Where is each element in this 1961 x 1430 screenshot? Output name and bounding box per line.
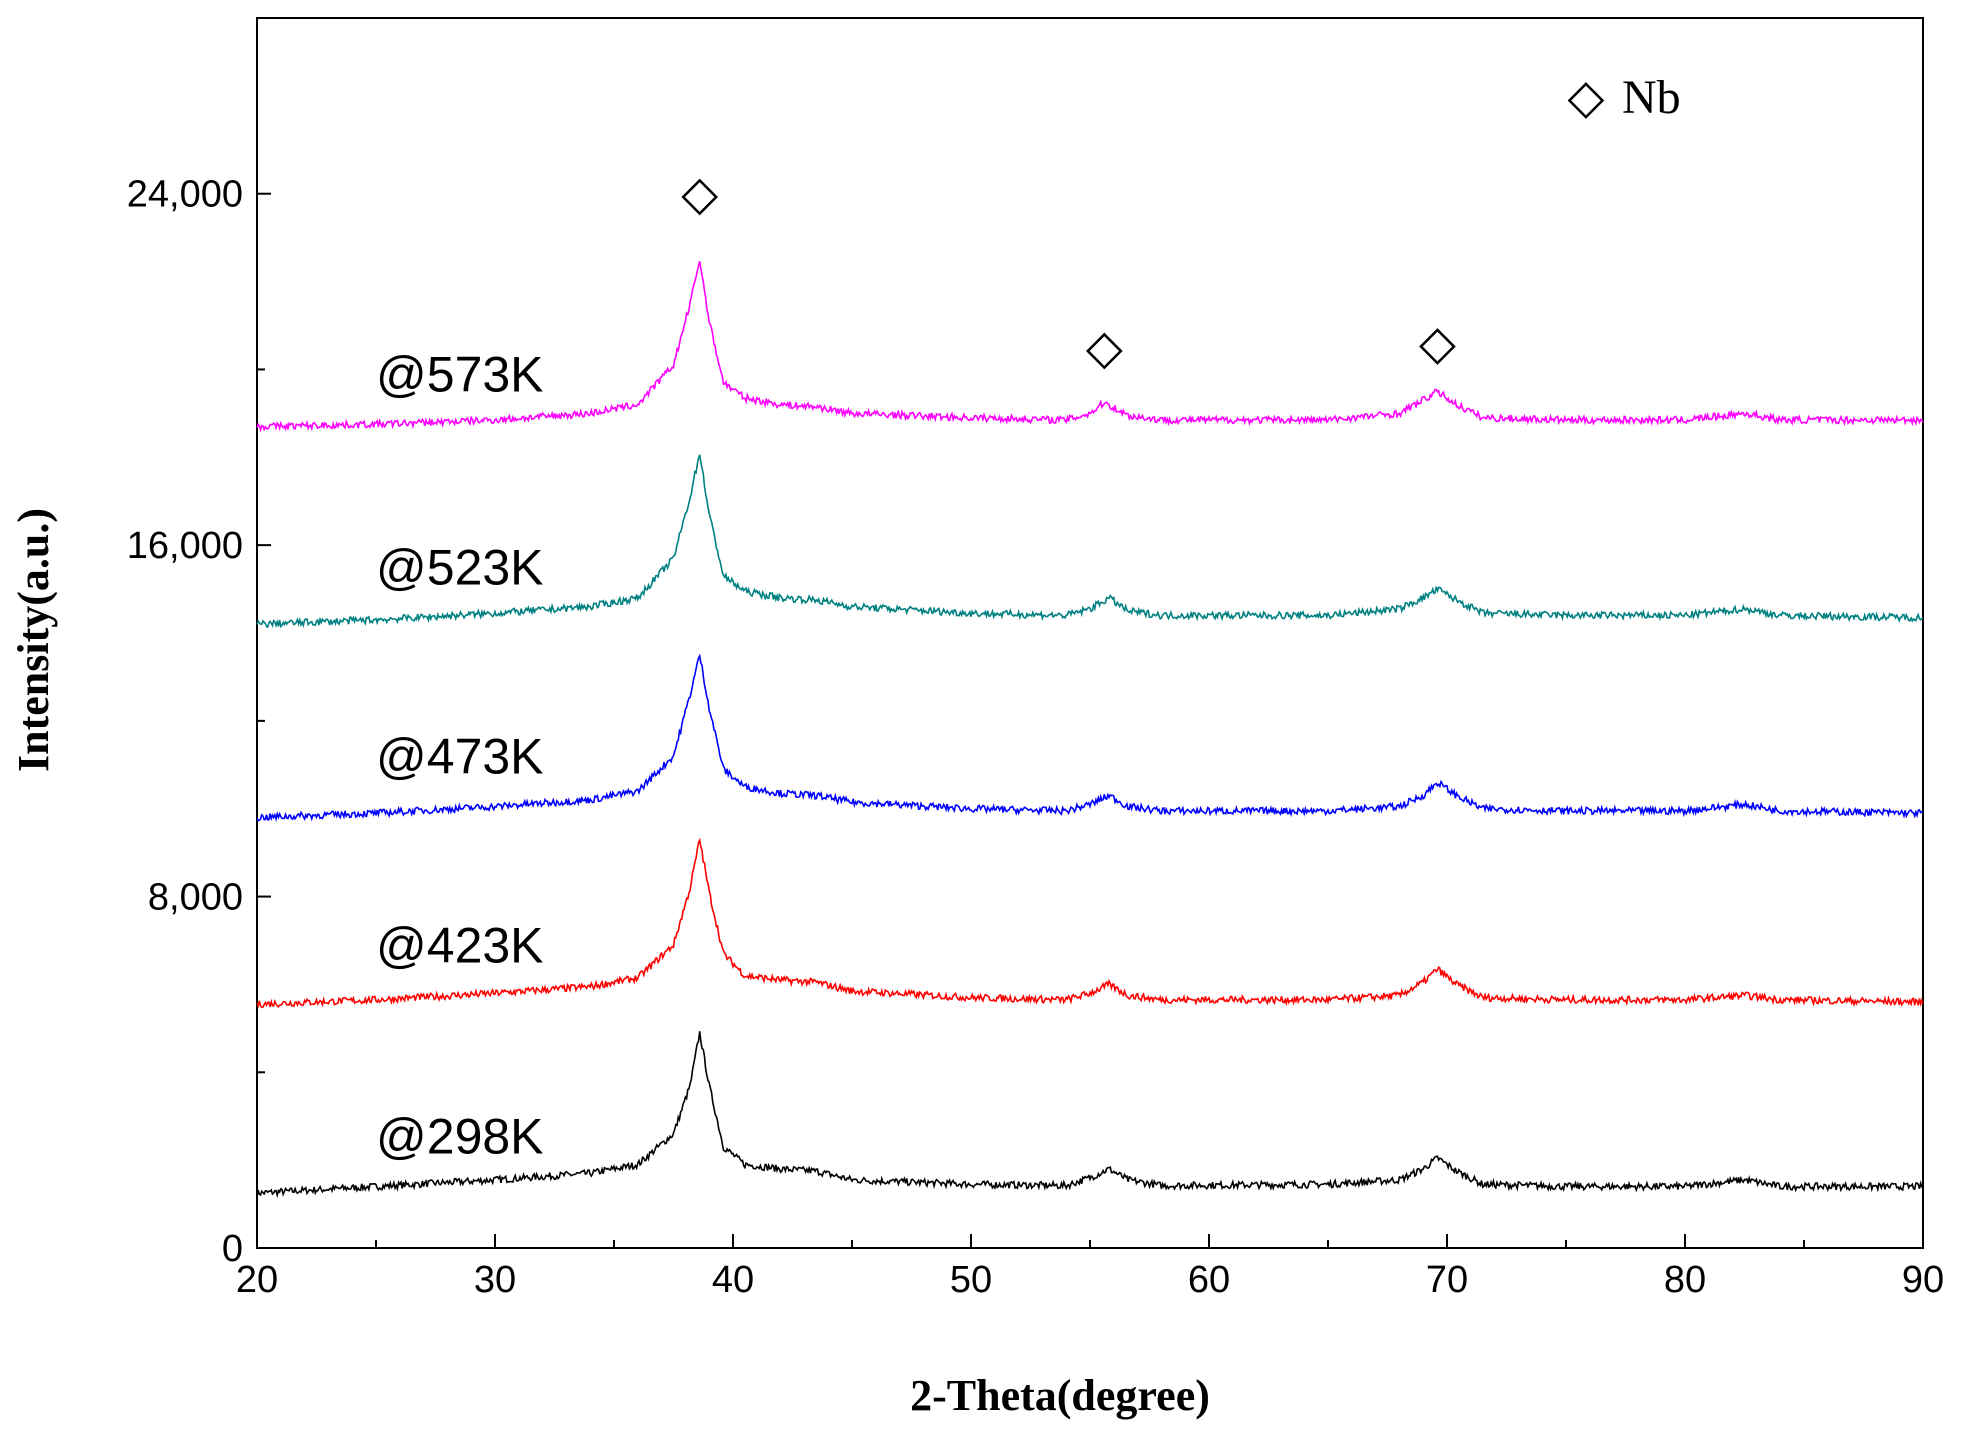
peak-diamond-icon: ◇	[681, 168, 718, 221]
x-tick-label: 70	[1426, 1259, 1468, 1301]
series-label: @573K	[376, 346, 544, 402]
x-tick-label: 60	[1188, 1259, 1230, 1301]
peak-diamond-icon: ◇	[1086, 321, 1123, 374]
y-tick-label: 0	[222, 1228, 243, 1270]
peak-diamond-icon: ◇	[1419, 317, 1456, 370]
x-tick-label: 90	[1902, 1259, 1944, 1301]
series-labels: @298K @423K @473K @523K @573K	[376, 346, 544, 1164]
y-axis-title: Intensity(a.u.)	[9, 508, 58, 772]
series-label: @473K	[376, 729, 544, 785]
legend-label: Nb	[1622, 71, 1681, 124]
axes: 20 30 40 50 60 70 80 90 0 8,000 16,000 24,000	[127, 17, 1944, 1301]
x-tick-label: 30	[474, 1259, 516, 1301]
x-tick-label: 20	[236, 1259, 278, 1301]
y-tick-label: 24,000	[127, 174, 243, 216]
series-layer	[256, 260, 1924, 1199]
series-line-473k	[256, 653, 1924, 823]
series-line-298k	[256, 1031, 1924, 1199]
y-tick-label: 8,000	[148, 877, 243, 919]
series-label: @423K	[376, 917, 544, 973]
plot-area	[256, 17, 1924, 1249]
x-tick-label: 40	[712, 1259, 754, 1301]
x-axis-title: 2-Theta(degree)	[910, 1371, 1210, 1420]
x-tick-label: 80	[1664, 1259, 1706, 1301]
legend: ◇ Nb	[1568, 71, 1681, 124]
peak-markers: ◇ ◇ ◇	[681, 168, 1456, 375]
plot-frame	[256, 17, 1924, 1249]
y-tick-label: 16,000	[127, 525, 243, 567]
series-line-573k	[256, 260, 1924, 433]
legend-diamond-icon: ◇	[1568, 71, 1605, 124]
series-label: @523K	[376, 540, 544, 596]
series-line-523k	[256, 454, 1924, 629]
x-tick-label: 50	[950, 1259, 992, 1301]
series-line-423k	[256, 837, 1924, 1009]
series-label: @298K	[376, 1109, 544, 1165]
